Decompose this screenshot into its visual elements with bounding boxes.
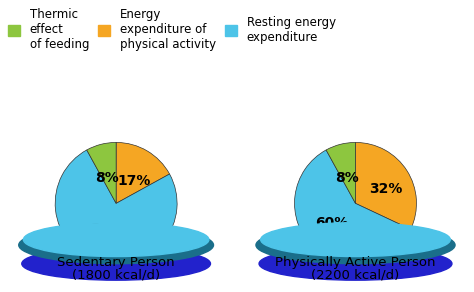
Ellipse shape (261, 223, 450, 257)
Ellipse shape (19, 226, 213, 264)
Text: 17%: 17% (118, 173, 151, 187)
Legend: Thermic
effect
of feeding, Energy
expenditure of
physical activity, Resting ener: Thermic effect of feeding, Energy expend… (6, 6, 338, 54)
Ellipse shape (256, 226, 455, 264)
Wedge shape (356, 142, 417, 229)
Ellipse shape (259, 247, 452, 280)
Text: Physically Active Person: Physically Active Person (275, 256, 436, 269)
Wedge shape (326, 142, 356, 204)
Text: 8%: 8% (95, 171, 119, 185)
Text: (1800 kcal/d): (1800 kcal/d) (72, 269, 160, 282)
Text: 60%: 60% (315, 216, 348, 230)
Wedge shape (55, 150, 177, 264)
Text: Sedentary Person: Sedentary Person (57, 256, 175, 269)
Text: 32%: 32% (369, 182, 402, 196)
Ellipse shape (22, 247, 210, 280)
Ellipse shape (23, 223, 209, 257)
Wedge shape (116, 142, 170, 204)
Text: (2200 kcal/d): (2200 kcal/d) (311, 269, 400, 282)
Text: 75%: 75% (90, 222, 123, 236)
Wedge shape (87, 142, 116, 204)
Text: 8%: 8% (335, 171, 358, 185)
Wedge shape (294, 150, 410, 264)
